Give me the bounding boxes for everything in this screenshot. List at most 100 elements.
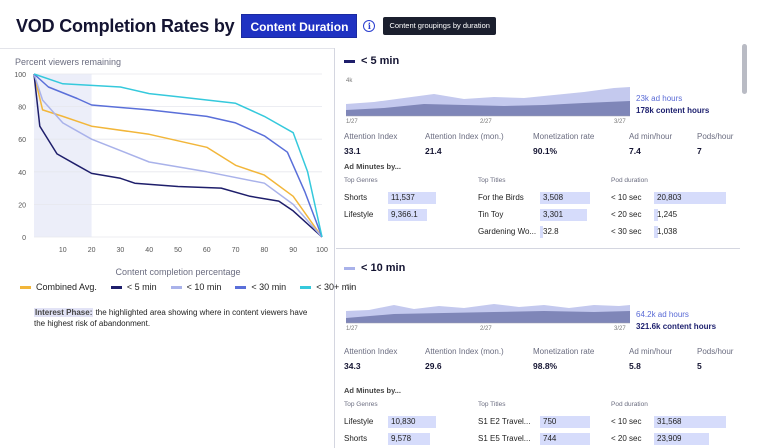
ad-minutes-title: Ad Minutes by...: [344, 386, 401, 395]
breakdown-label: Shorts: [344, 193, 368, 202]
content-duration-dropdown[interactable]: Content Duration: [241, 14, 358, 38]
metrics-row: Attention Index 34.3 Attention Index (mon.…: [344, 347, 738, 371]
metric-label: Ad min/hour: [629, 132, 673, 141]
breakdown-label: Gardening Wo...: [478, 227, 537, 236]
left-top-divider: [0, 48, 334, 49]
ad-minutes-title: Ad Minutes by...: [344, 162, 401, 171]
column-title: Top Titles: [478, 177, 506, 184]
series-line-2[interactable]: [33, 73, 323, 238]
info-icon[interactable]: i: [363, 20, 376, 32]
mini-x-label: 1/27: [346, 326, 358, 331]
duration-detail-panel[interactable]: < 5 min 4k 1/27 2/27 3/27 23k ad hours 178k co…: [336, 48, 740, 448]
bar-fill: [388, 416, 436, 428]
breakdown-bar[interactable]: 1,038: [654, 226, 726, 238]
column-title: Top Genres: [344, 401, 378, 408]
breakdown-bar[interactable]: 20,803: [654, 192, 726, 204]
section-title: < 5 min: [361, 55, 400, 67]
legend-label: Combined Avg.: [36, 282, 97, 292]
bar-fill: [540, 433, 590, 445]
breakdown-label: For the Birds: [478, 193, 524, 202]
legend-swatch: [20, 285, 31, 289]
breakdown-bar[interactable]: 31,568: [654, 416, 726, 428]
breakdown-value: 23,909: [657, 434, 682, 443]
legend-item[interactable]: < 5 min: [110, 282, 157, 292]
breakdown-value: 9,578: [391, 434, 412, 443]
legend-label: < 5 min: [126, 282, 157, 292]
y-tick-label: 60: [18, 137, 26, 144]
y-tick-label: 40: [18, 170, 26, 177]
metric-value: 5.8: [629, 361, 641, 371]
ad-hours: 64.2k ad hours: [636, 310, 689, 319]
breakdown-bar[interactable]: 744: [540, 433, 590, 445]
interest-phase-label: Interest Phase:: [34, 308, 94, 317]
breakdown-bar[interactable]: 9,578: [388, 433, 436, 445]
legend-swatch: [235, 285, 247, 289]
breakdown-label: < 20 sec: [611, 210, 642, 219]
legend-item[interactable]: < 30+ min: [300, 282, 356, 292]
bar-fill: [540, 192, 590, 204]
series-line-0[interactable]: [33, 73, 323, 238]
x-tick-label: 30: [117, 247, 125, 254]
metric-value: 98.8%: [533, 361, 558, 371]
breakdown-label: < 10 sec: [611, 417, 642, 426]
legend-item[interactable]: < 30 min: [235, 282, 286, 292]
mini-x-label: 3/27: [614, 326, 626, 331]
breakdown-bar[interactable]: 32.8: [540, 226, 590, 238]
bar-fill: [388, 209, 427, 221]
breakdown-label: < 10 sec: [611, 193, 642, 202]
metric: Attention Index (mon.) 29.6: [425, 347, 533, 371]
breakdown-bar[interactable]: 3,301: [540, 209, 590, 221]
metric-value: 7.4: [629, 146, 641, 156]
x-axis-label: Content completion percentage: [115, 267, 240, 277]
duration-section: < 10 min 7k 1/27 2/27 3/27 64.2k ad hours 321.…: [344, 259, 738, 448]
scroll-thumb[interactable]: [742, 44, 747, 94]
bar-fill: [654, 433, 709, 445]
breakdown-label: S1 E2 Travel...: [478, 417, 531, 426]
legend-swatch: [170, 285, 182, 289]
section-swatch: [344, 59, 355, 63]
legend-swatch: [300, 285, 312, 289]
breakdown-bar[interactable]: 3,508: [540, 192, 590, 204]
legend-item[interactable]: Combined Avg.: [20, 282, 97, 292]
breakdown-label: < 20 sec: [611, 434, 642, 443]
metric-label: Attention Index: [344, 347, 398, 356]
breakdown-label: < 30 sec: [611, 227, 642, 236]
metric-value: 7: [697, 146, 702, 156]
x-tick-label: 100: [316, 247, 328, 254]
metric-label: Monetization rate: [533, 347, 595, 356]
interest-phase-note: Interest Phase: the highlighted area sho…: [34, 307, 314, 329]
breakdown-bar[interactable]: 11,537: [388, 192, 436, 204]
breakdown-value: 31,568: [657, 417, 682, 426]
scrollbar[interactable]: [741, 44, 748, 448]
bar-fill: [654, 226, 658, 238]
series-line-3[interactable]: [33, 73, 323, 238]
breakdown-label: S1 E5 Travel...: [478, 434, 531, 443]
mini-y-label: 4k: [346, 78, 353, 84]
x-tick-label: 10: [59, 247, 67, 254]
metric: Ad min/hour 7.4: [629, 132, 697, 156]
series-line-1[interactable]: [33, 73, 323, 238]
ad-hours: 23k ad hours: [636, 94, 683, 103]
metric: Pods/hour 7: [697, 132, 737, 156]
hours-stats: 64.2k ad hours 321.6k content hours: [636, 309, 716, 333]
mini-area-chart: 4k 1/27 2/27 3/27: [346, 78, 630, 124]
x-tick-label: 40: [145, 247, 153, 254]
breakdown-bar[interactable]: 9,366.1: [388, 209, 436, 221]
legend-item[interactable]: < 10 min: [170, 282, 221, 292]
breakdown-bar[interactable]: 23,909: [654, 433, 726, 445]
breakdown-value: 20,803: [657, 193, 682, 202]
metric-label: Pods/hour: [697, 347, 734, 356]
breakdown-value: 11,537: [391, 193, 415, 202]
metric: Attention Index 34.3: [344, 347, 425, 371]
metric-label: Ad min/hour: [629, 347, 673, 356]
completion-line-chart: Percent viewers remaining 0 20 40 60 80 100 10 2…: [14, 57, 328, 277]
breakdown-bar[interactable]: 750: [540, 416, 590, 428]
x-tick-label: 90: [289, 247, 297, 254]
series-line-4[interactable]: [33, 73, 323, 238]
interest-phase-text: the highlighted area showing where in co…: [34, 308, 308, 328]
breakdown-bar[interactable]: 10,830: [388, 416, 436, 428]
breakdown-value: 750: [543, 417, 557, 426]
breakdown-bar[interactable]: 1,245: [654, 209, 726, 221]
metric: Attention Index 33.1: [344, 132, 425, 156]
breakdown-label: Lifestyle: [344, 417, 374, 426]
